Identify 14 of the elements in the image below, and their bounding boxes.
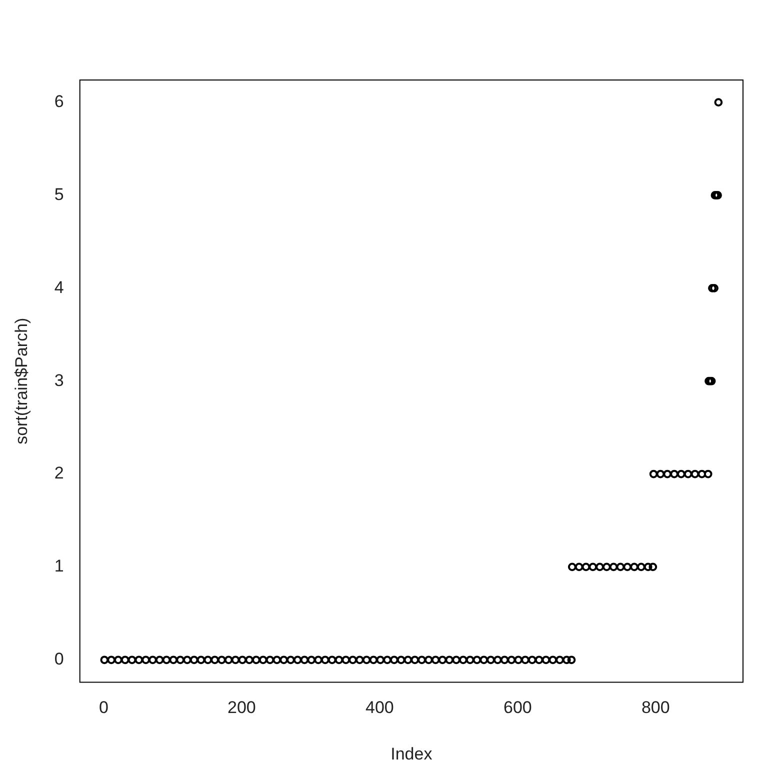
x-tick-label: 0 (98, 698, 108, 718)
y-tick-label: 0 (54, 650, 64, 669)
x-tick-label: 400 (366, 698, 394, 718)
y-axis-title: sort(train$Parch) (12, 318, 31, 444)
x-tick-label: 600 (503, 698, 532, 718)
x-tick-label: 200 (228, 698, 256, 718)
y-tick-label: 5 (54, 184, 64, 204)
y-tick-label: 6 (54, 92, 64, 111)
y-tick-label: 3 (54, 370, 64, 390)
x-axis-title: Index (390, 744, 433, 764)
x-tick-label: 800 (641, 698, 670, 718)
y-tick-label: 4 (54, 278, 64, 297)
y-tick-label: 2 (54, 464, 64, 483)
y-tick-label: 1 (54, 556, 64, 576)
